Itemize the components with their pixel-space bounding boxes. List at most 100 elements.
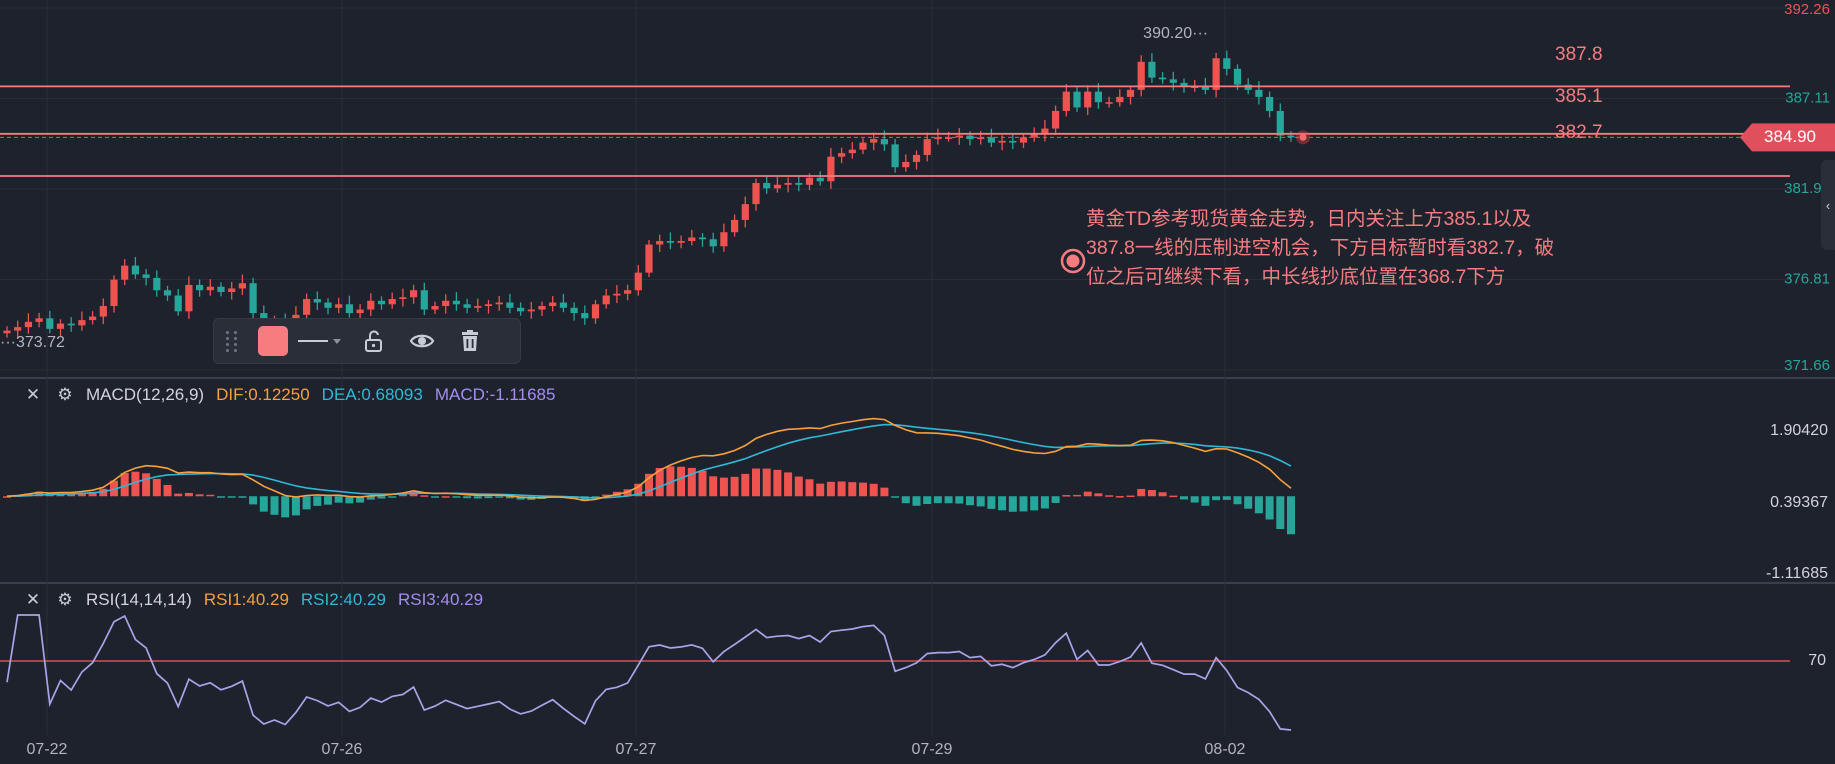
candle	[324, 298, 332, 315]
candle	[345, 295, 353, 318]
rsi-indicator	[0, 614, 1790, 731]
macd-histogram-bar	[142, 473, 151, 497]
candle	[78, 311, 86, 331]
macd-histogram-bar	[987, 496, 996, 509]
macd-histogram-bar	[869, 483, 878, 497]
max-price-label: 390.20···	[1143, 25, 1208, 42]
price-axis-label: 381.96	[1784, 180, 1830, 197]
macd-histogram-bar	[77, 493, 86, 497]
candle	[46, 310, 54, 334]
candlestick-series	[3, 50, 1295, 339]
drawing-toolbar[interactable]	[213, 318, 521, 364]
macd-histogram-bar	[217, 496, 225, 498]
macd-histogram-bar	[495, 496, 504, 498]
candle	[838, 147, 846, 164]
candle	[228, 281, 236, 300]
macd-histogram-bar	[580, 496, 589, 502]
x-axis-label: 07-22	[27, 741, 68, 758]
candle	[185, 276, 193, 319]
candle	[1148, 53, 1156, 84]
gear-icon[interactable]: ⚙	[57, 385, 73, 404]
rsi-level-label: 70	[1808, 652, 1826, 669]
macd-name: MACD(12,26,9)	[86, 385, 205, 404]
candle	[89, 311, 97, 325]
min-price-label: ···373.72	[0, 334, 65, 351]
rsi1-value: RSI1:40.29	[203, 590, 289, 609]
macd-histogram-bar	[826, 481, 835, 497]
price-axis-label: 371.66	[1784, 357, 1830, 374]
gear-icon[interactable]: ⚙	[57, 590, 73, 609]
macd-histogram-bar	[281, 496, 290, 518]
candle	[196, 279, 204, 297]
candle	[142, 268, 150, 286]
annotation-anchor-icon[interactable]	[1060, 248, 1086, 274]
candle	[1212, 52, 1220, 98]
candle	[570, 302, 578, 321]
macd-histogram-bar	[805, 479, 814, 497]
macd-histogram-bar	[3, 496, 11, 498]
analysis-annotation[interactable]: 黄金TD参考现货黄金走势，日内关注上方385.1以及387.8一线的压制进空机会…	[1086, 208, 1555, 288]
macd-histogram-bar	[1126, 495, 1135, 498]
macd-histogram-bar	[120, 472, 129, 497]
candle	[431, 301, 439, 314]
candle	[634, 265, 642, 296]
price-level-label: 385.1	[1555, 86, 1603, 107]
macd-histogram-bar	[837, 481, 846, 497]
candle	[110, 275, 118, 313]
macd-value: MACD:-1.11685	[434, 385, 556, 404]
macd-histogram-bar	[463, 496, 472, 499]
candle	[752, 178, 760, 211]
candle	[581, 305, 589, 325]
dea-value: DEA:0.68093	[321, 385, 423, 404]
candle	[1009, 133, 1017, 150]
macd-histogram-bar	[859, 482, 867, 497]
close-icon[interactable]: ✕	[25, 590, 41, 609]
unlock-icon	[365, 330, 382, 352]
candle	[613, 285, 621, 304]
macd-histogram-bar	[505, 496, 514, 499]
macd-histogram-bar	[891, 496, 900, 498]
candle	[1287, 131, 1295, 142]
macd-histogram-bar	[976, 496, 985, 507]
line-style-dropdown[interactable]	[298, 338, 341, 344]
candle	[335, 297, 343, 314]
macd-histogram-bar	[1062, 495, 1071, 497]
macd-histogram-bar	[452, 496, 461, 498]
candle	[666, 232, 674, 250]
candle	[174, 288, 182, 316]
price-level-lines[interactable]: 387.8 385.1 382.7	[0, 44, 1790, 177]
candle	[848, 142, 856, 159]
close-icon[interactable]: ✕	[25, 385, 41, 404]
candle	[1223, 50, 1231, 76]
candle	[656, 234, 664, 253]
collapse-panel-tab[interactable]: ‹	[1821, 160, 1835, 250]
candle	[1094, 83, 1102, 109]
macd-histogram-bar	[110, 480, 118, 497]
drag-grip-icon[interactable]	[224, 326, 240, 356]
candle	[677, 235, 685, 249]
macd-histogram-bar	[302, 496, 311, 510]
candle	[1073, 87, 1081, 112]
macd-histogram-bar	[1094, 493, 1103, 497]
macd-histogram-bar	[709, 476, 718, 497]
delete-button[interactable]	[455, 326, 485, 356]
macd-histogram-bar	[334, 496, 343, 503]
candle	[559, 293, 567, 313]
macd-histogram-bar	[366, 496, 375, 500]
macd-histogram-bar	[1008, 496, 1017, 512]
macd-histogram-bar	[431, 496, 439, 498]
macd-histogram-bar	[1083, 491, 1092, 497]
macd-histogram-bar	[324, 496, 332, 505]
candle	[987, 128, 995, 148]
macd-histogram-bar	[270, 496, 279, 515]
macd-histogram-bar	[944, 496, 953, 504]
unlock-button[interactable]	[359, 326, 389, 356]
macd-legend: ✕ ⚙ MACD(12,26,9) DIF:0.12250 DEA:0.6809…	[0, 380, 556, 410]
line-color-swatch[interactable]	[258, 326, 288, 356]
dif-line	[6, 417, 1292, 502]
visibility-button[interactable]	[407, 326, 437, 356]
candle	[645, 240, 653, 278]
macd-histogram-bar	[655, 467, 664, 497]
candle	[377, 296, 386, 310]
